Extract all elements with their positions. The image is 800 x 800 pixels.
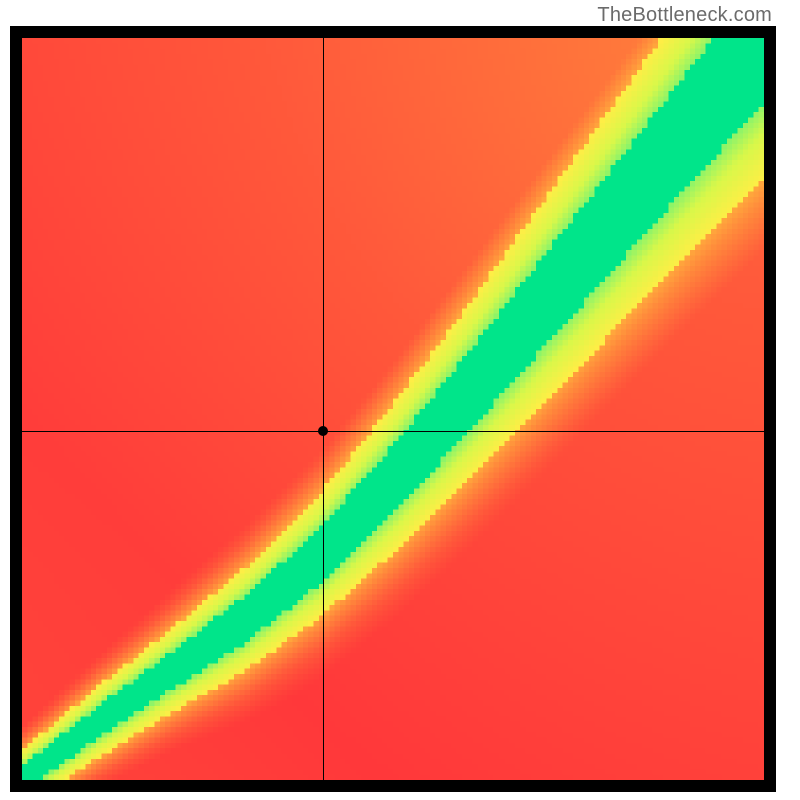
plot-area xyxy=(22,38,764,780)
plot-frame xyxy=(10,26,776,792)
crosshair-vertical xyxy=(323,38,324,780)
chart-container: TheBottleneck.com xyxy=(0,0,800,800)
source-watermark: TheBottleneck.com xyxy=(597,4,772,27)
crosshair-horizontal xyxy=(22,431,764,432)
crosshair-dot xyxy=(318,426,328,436)
heatmap-canvas xyxy=(22,38,764,780)
